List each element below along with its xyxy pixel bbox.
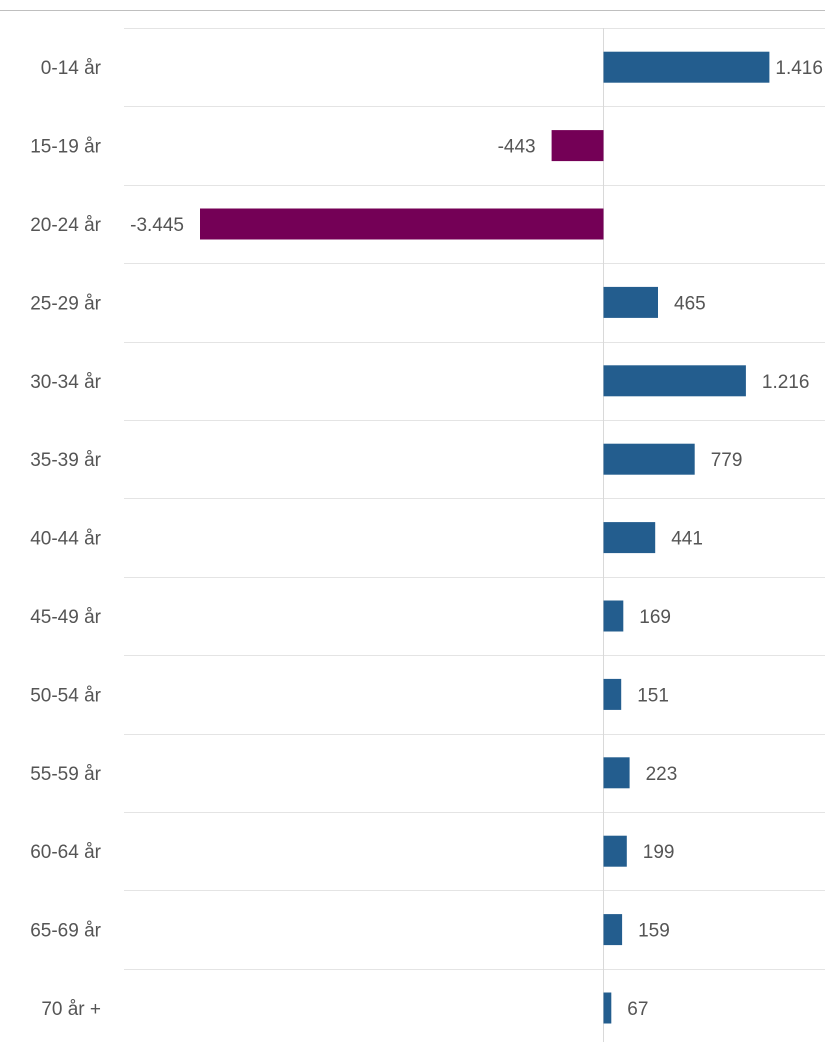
category-label: 0-14 år bbox=[41, 58, 102, 79]
bar bbox=[603, 600, 624, 632]
bar bbox=[603, 443, 695, 475]
value-label: 1.216 bbox=[762, 372, 810, 393]
value-label: -3.445 bbox=[130, 215, 184, 236]
bar bbox=[603, 914, 623, 946]
category-label: 20-24 år bbox=[30, 215, 101, 236]
value-label: 779 bbox=[711, 450, 743, 471]
value-label: 151 bbox=[637, 685, 669, 706]
bar bbox=[603, 992, 612, 1024]
row-separators bbox=[124, 28, 825, 970]
bars bbox=[200, 51, 770, 1024]
category-label: 60-64 år bbox=[30, 842, 101, 863]
value-label: 441 bbox=[671, 529, 703, 550]
value-label: 67 bbox=[627, 999, 648, 1020]
category-label: 35-39 år bbox=[30, 450, 101, 471]
bar bbox=[603, 678, 622, 710]
value-label: 169 bbox=[639, 607, 671, 628]
value-labels: 1.416 -443 -3.445 465 1.216 779 441 169 151 223 19… bbox=[130, 58, 823, 1020]
value-label: 199 bbox=[643, 842, 675, 863]
category-label: 50-54 år bbox=[30, 685, 101, 706]
category-label: 15-19 år bbox=[30, 137, 101, 158]
value-label: 223 bbox=[646, 764, 678, 785]
category-label: 55-59 år bbox=[30, 764, 101, 785]
value-label: 159 bbox=[638, 921, 670, 942]
category-label: 65-69 år bbox=[30, 921, 101, 942]
bar bbox=[603, 522, 656, 554]
category-label: 45-49 år bbox=[30, 607, 101, 628]
category-label: 25-29 år bbox=[30, 293, 101, 314]
category-label: 40-44 år bbox=[30, 529, 101, 550]
value-label: 1.416 bbox=[775, 58, 823, 79]
category-label: 70 år + bbox=[41, 999, 101, 1020]
bar bbox=[603, 286, 658, 318]
value-label: 465 bbox=[674, 293, 706, 314]
value-label: -443 bbox=[498, 137, 536, 158]
bar bbox=[603, 365, 746, 397]
bar bbox=[603, 51, 770, 83]
bar bbox=[603, 757, 630, 789]
bar bbox=[551, 130, 604, 162]
category-label: 30-34 år bbox=[30, 372, 101, 393]
bar bbox=[200, 208, 604, 240]
bar bbox=[603, 835, 627, 867]
category-labels: 0-14 år 15-19 år 20-24 år 25-29 år 30-34 år 3… bbox=[30, 58, 101, 1020]
